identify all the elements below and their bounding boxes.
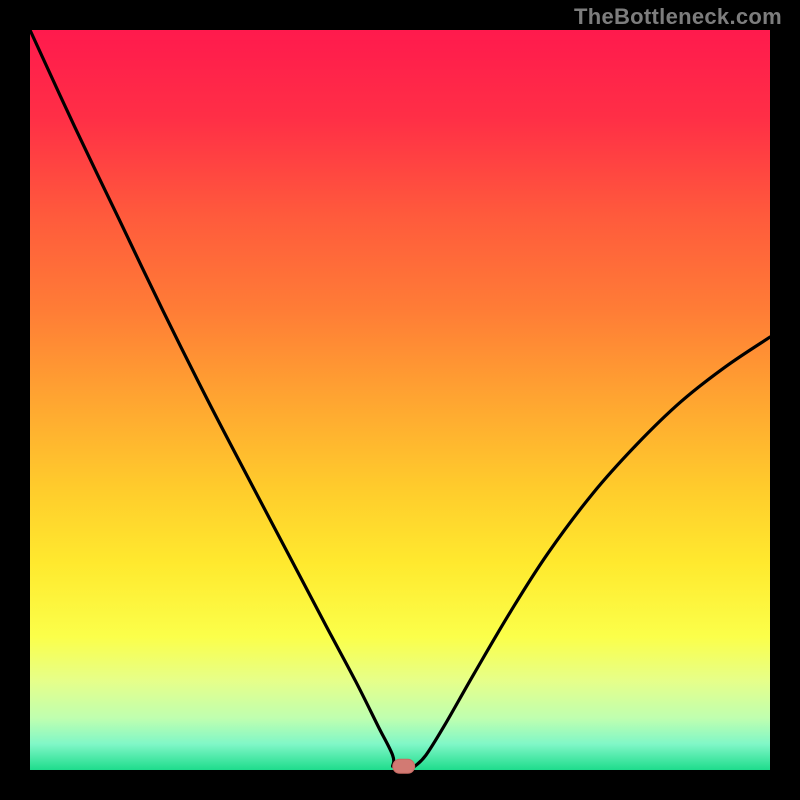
watermark-text: TheBottleneck.com (574, 4, 782, 30)
chart-svg (0, 0, 800, 800)
chart-container: TheBottleneck.com (0, 0, 800, 800)
optimum-marker (393, 759, 415, 773)
